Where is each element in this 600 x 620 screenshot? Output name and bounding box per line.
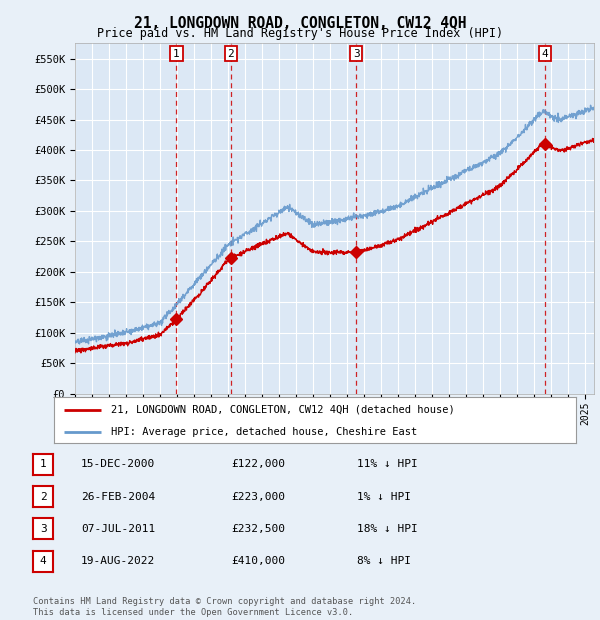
Text: 26-FEB-2004: 26-FEB-2004 <box>81 492 155 502</box>
Text: £223,000: £223,000 <box>231 492 285 502</box>
Text: 19-AUG-2022: 19-AUG-2022 <box>81 556 155 566</box>
Text: Price paid vs. HM Land Registry's House Price Index (HPI): Price paid vs. HM Land Registry's House … <box>97 27 503 40</box>
Text: 1: 1 <box>40 459 47 469</box>
Text: £122,000: £122,000 <box>231 459 285 469</box>
Text: 07-JUL-2011: 07-JUL-2011 <box>81 524 155 534</box>
Text: 18% ↓ HPI: 18% ↓ HPI <box>357 524 418 534</box>
Text: 2: 2 <box>40 492 47 502</box>
Text: Contains HM Land Registry data © Crown copyright and database right 2024.
This d: Contains HM Land Registry data © Crown c… <box>33 598 416 617</box>
Text: 1% ↓ HPI: 1% ↓ HPI <box>357 492 411 502</box>
Text: 1: 1 <box>173 48 180 59</box>
Text: 21, LONGDOWN ROAD, CONGLETON, CW12 4QH: 21, LONGDOWN ROAD, CONGLETON, CW12 4QH <box>134 16 466 30</box>
Text: 21, LONGDOWN ROAD, CONGLETON, CW12 4QH (detached house): 21, LONGDOWN ROAD, CONGLETON, CW12 4QH (… <box>112 405 455 415</box>
Text: 15-DEC-2000: 15-DEC-2000 <box>81 459 155 469</box>
Text: 4: 4 <box>40 556 47 566</box>
Text: 3: 3 <box>353 48 359 59</box>
Text: 11% ↓ HPI: 11% ↓ HPI <box>357 459 418 469</box>
Text: 4: 4 <box>542 48 548 59</box>
Text: 3: 3 <box>40 524 47 534</box>
Text: 2: 2 <box>227 48 234 59</box>
Text: 8% ↓ HPI: 8% ↓ HPI <box>357 556 411 566</box>
Text: £410,000: £410,000 <box>231 556 285 566</box>
Text: £232,500: £232,500 <box>231 524 285 534</box>
Text: HPI: Average price, detached house, Cheshire East: HPI: Average price, detached house, Ches… <box>112 427 418 436</box>
